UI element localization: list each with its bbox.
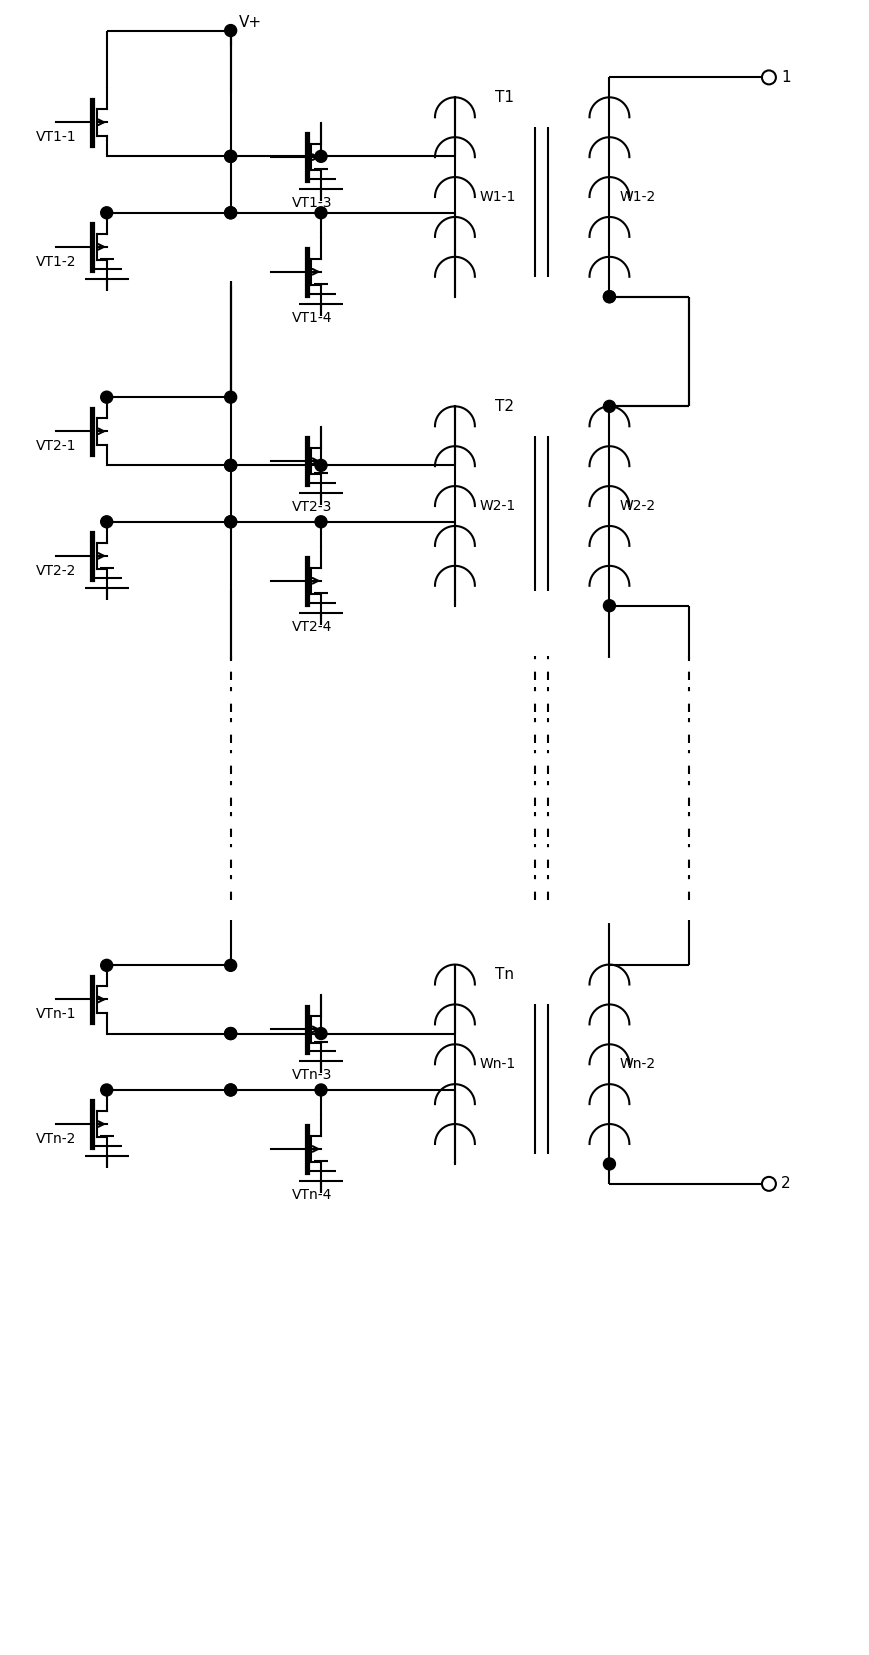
Circle shape [224,207,236,218]
Circle shape [224,960,236,971]
Circle shape [224,151,236,162]
Text: Wn-1: Wn-1 [480,1058,515,1071]
Circle shape [315,1028,327,1039]
Text: VTn-4: VTn-4 [291,1188,331,1202]
Text: T2: T2 [494,399,514,414]
Circle shape [224,1028,236,1039]
Circle shape [224,460,236,472]
Circle shape [101,516,113,528]
Text: W1-1: W1-1 [480,190,515,204]
Circle shape [603,401,614,412]
Text: VTn-1: VTn-1 [36,1008,76,1021]
Circle shape [101,1084,113,1096]
Circle shape [603,291,614,303]
Circle shape [603,1158,614,1170]
Text: Tn: Tn [494,967,514,981]
Circle shape [761,71,775,84]
Circle shape [315,151,327,162]
Circle shape [224,1028,236,1039]
Circle shape [101,391,113,404]
Circle shape [101,960,113,971]
Circle shape [761,1177,775,1192]
Text: VT1-2: VT1-2 [36,255,76,268]
Circle shape [315,1084,327,1096]
Circle shape [603,291,614,303]
Text: Wn-2: Wn-2 [619,1058,654,1071]
Circle shape [224,516,236,528]
Circle shape [224,391,236,404]
Text: 2: 2 [780,1177,790,1192]
Text: T1: T1 [494,89,514,104]
Text: VT1-4: VT1-4 [291,311,332,324]
Text: VTn-2: VTn-2 [36,1132,76,1145]
Circle shape [224,151,236,162]
Circle shape [224,460,236,472]
Circle shape [224,25,236,36]
Circle shape [224,1084,236,1096]
Text: W2-2: W2-2 [619,500,654,513]
Text: VT2-3: VT2-3 [291,500,331,515]
Text: VT1-1: VT1-1 [36,131,76,144]
Circle shape [101,207,113,218]
Circle shape [603,599,614,612]
Circle shape [315,460,327,472]
Circle shape [224,516,236,528]
Text: W1-2: W1-2 [619,190,655,204]
Circle shape [315,207,327,218]
Circle shape [224,1084,236,1096]
Text: 1: 1 [780,70,790,84]
Circle shape [315,516,327,528]
Text: VT1-3: VT1-3 [291,195,332,210]
Text: W2-1: W2-1 [480,500,515,513]
Circle shape [224,207,236,218]
Text: V+: V+ [238,15,262,30]
Text: VT2-1: VT2-1 [36,439,76,453]
Text: VT2-2: VT2-2 [36,564,76,578]
Text: VT2-4: VT2-4 [291,619,331,634]
Text: VTn-3: VTn-3 [291,1067,331,1082]
